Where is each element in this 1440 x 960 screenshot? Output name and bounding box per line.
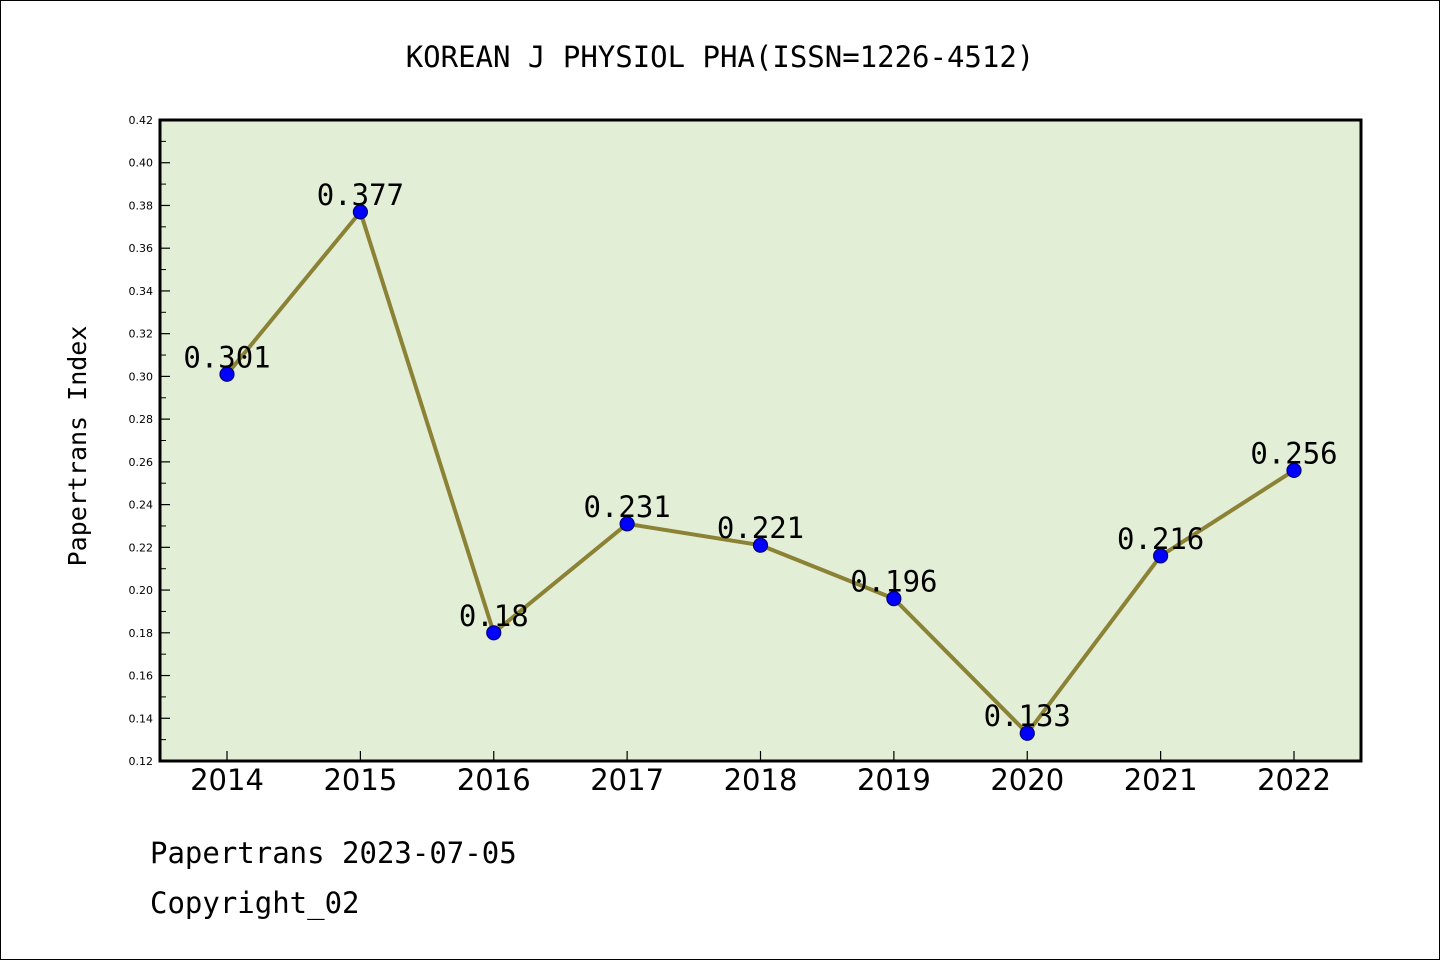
y-tick-label: 0.36 — [129, 242, 154, 255]
data-label: 0.133 — [984, 699, 1071, 733]
data-point — [886, 591, 902, 607]
y-tick-label: 0.30 — [129, 370, 154, 383]
footer-date: Papertrans 2023-07-05 — [150, 836, 517, 870]
data-point — [219, 366, 235, 382]
y-tick-label: 0.20 — [129, 584, 154, 597]
x-tick-label: 2019 — [857, 763, 931, 797]
x-tick-label: 2018 — [724, 763, 798, 797]
x-tick-label: 2016 — [457, 763, 531, 797]
x-tick-label: 2020 — [990, 763, 1064, 797]
data-label: 0.18 — [459, 599, 529, 633]
data-point — [619, 516, 635, 532]
y-tick-label: 0.32 — [129, 328, 154, 341]
x-tick-label: 2021 — [1124, 763, 1198, 797]
y-tick-label: 0.26 — [129, 456, 154, 469]
x-tick-label: 2022 — [1257, 763, 1331, 797]
y-tick-label: 0.28 — [129, 413, 154, 426]
series-points-group — [219, 204, 1302, 741]
y-tick-label: 0.18 — [129, 627, 154, 640]
y-tick-label: 0.40 — [129, 157, 154, 170]
plot-area — [158, 118, 1363, 763]
x-tick-label: 2015 — [323, 763, 397, 797]
x-tick-label: 2014 — [190, 763, 264, 797]
data-point — [1286, 462, 1302, 479]
footer-copyright: Copyright_02 — [150, 886, 360, 920]
y-axis-label: Papertrans Index — [63, 326, 92, 567]
chart-title: KOREAN J PHYSIOL PHA(ISSN=1226-4512) — [406, 40, 1035, 74]
data-label: 0.216 — [1117, 522, 1204, 556]
y-tick-label: 0.34 — [129, 285, 154, 298]
data-point — [1153, 548, 1169, 564]
data-point — [1019, 725, 1035, 741]
y-tick-label: 0.42 — [129, 114, 154, 127]
y-tick-label: 0.22 — [129, 541, 154, 554]
data-point — [352, 204, 368, 220]
data-label: 0.256 — [1250, 436, 1337, 470]
data-label: 0.301 — [183, 340, 270, 374]
y-tick-label: 0.12 — [129, 755, 154, 768]
data-point — [486, 625, 502, 641]
data-label: 0.221 — [717, 511, 804, 545]
data-point — [752, 537, 769, 553]
x-tick-label: 2017 — [590, 763, 664, 797]
x-axis: 2014 2015 2016 2017 2018 2019 2020 2021 2022 — [190, 751, 1331, 797]
y-axis: 0.12 0.14 0.16 0.18 0.20 0.22 0.24 0.26 0.28 0.30… — [129, 114, 170, 768]
data-label: 0.196 — [850, 565, 937, 599]
data-label: 0.231 — [583, 490, 670, 524]
y-tick-label: 0.24 — [129, 499, 154, 512]
y-tick-label: 0.16 — [129, 670, 154, 683]
y-tick-label: 0.14 — [129, 712, 154, 725]
data-label: 0.377 — [317, 178, 404, 212]
data-labels-group: 0.301 0.377 0.18 0.231 0.221 0.196 0.133 0.216 0… — [183, 178, 1337, 733]
y-tick-label: 0.38 — [129, 199, 154, 212]
